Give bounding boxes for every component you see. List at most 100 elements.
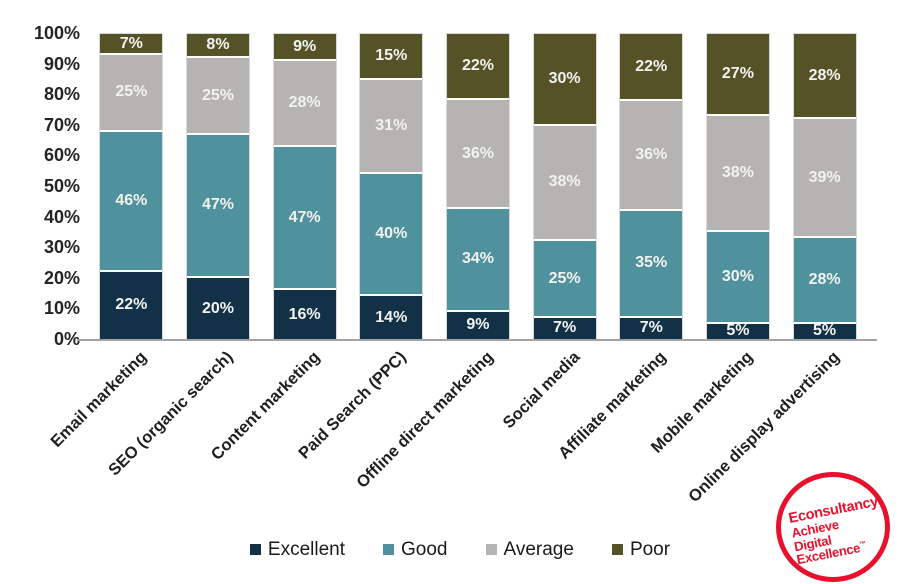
y-axis-tick-label: 100% (33, 23, 80, 43)
legend-label: Average (503, 539, 574, 560)
bar-segment-excellent: 22% (100, 271, 163, 339)
legend-swatch-excellent (249, 544, 261, 555)
y-axis-tick-label: 60% (43, 145, 80, 166)
segment-value-label: 36% (461, 144, 494, 162)
bar-segment-average: 38% (706, 116, 769, 233)
legend: Excellent Good Average Poor (0, 540, 900, 559)
bar-segment-good: 34% (446, 209, 509, 312)
segment-value-label: 28% (808, 271, 841, 289)
stacked-bar: 14% 40% 31% 15% (359, 33, 424, 339)
x-axis-label: Affiliate marketing (555, 348, 671, 463)
stacked-bar: 20% 47% 25% 8% (185, 33, 250, 339)
econsultancy-logo-text: Econsultancy Achieve Digital Excellence™ (787, 494, 888, 567)
bar-segment-good: 40% (360, 174, 423, 297)
bar-segment-poor: 22% (446, 34, 509, 101)
bar-segment-excellent: 9% (446, 311, 509, 339)
bar-segment-good: 35% (620, 210, 683, 318)
segment-value-label: 28% (288, 94, 321, 112)
bar-segment-poor: 28% (793, 34, 856, 120)
y-axis-tick-label: 90% (43, 53, 80, 74)
segment-value-label: 7% (119, 34, 143, 52)
segment-value-label: 40% (375, 225, 408, 243)
stacked-bar: 9% 34% 36% 22% (445, 33, 510, 339)
stacked-bar: 5% 28% 39% 28% (792, 33, 857, 340)
bar-segment-excellent: 5% (706, 322, 769, 340)
bar-segment-excellent: 14% (360, 296, 423, 339)
legend-label: Good (401, 539, 448, 560)
bar-segment-poor: 9% (273, 34, 336, 62)
bar-segment-good: 47% (273, 146, 336, 291)
bar-segment-poor: 27% (706, 34, 769, 117)
y-axis-tick-label: 80% (43, 84, 80, 105)
segment-value-label: 15% (375, 46, 408, 64)
stacked-bar: 22% 46% 25% 7% (99, 33, 164, 339)
bar-segment-good: 46% (100, 131, 163, 272)
bar-segment-excellent: 16% (273, 290, 336, 339)
y-axis-tick-label: 30% (43, 237, 80, 258)
segment-value-label: 34% (461, 250, 494, 268)
segment-value-label: 35% (635, 254, 668, 272)
bar-segment-excellent: 5% (793, 322, 856, 340)
segment-value-label: 5% (726, 322, 750, 340)
legend-swatch-average (485, 544, 497, 555)
plot-area: 22% 46% 25% 7% 20% 47% 25% 8% 16% 47% 28% 9% 14% 40% 3… (88, 33, 868, 339)
bar-segment-average: 25% (186, 58, 249, 135)
segment-value-label: 46% (115, 191, 148, 209)
segment-value-label: 30% (721, 268, 754, 285)
legend-item-poor: Poor (611, 539, 671, 560)
y-axis-tick-label: 70% (43, 114, 80, 135)
segment-value-label: 9% (466, 316, 490, 334)
segment-value-label: 9% (293, 37, 317, 55)
bar-segment-good: 28% (793, 238, 856, 324)
x-axis-label: SEO (organic search) (105, 348, 237, 480)
bar-segment-excellent: 7% (620, 317, 683, 339)
legend-label: Excellent (267, 539, 346, 560)
bar-segment-excellent: 7% (533, 317, 596, 339)
segment-value-label: 16% (288, 305, 321, 323)
segment-value-label: 25% (115, 83, 148, 101)
stacked-bar: 7% 35% 36% 22% (619, 33, 684, 339)
segment-value-label: 47% (201, 196, 234, 214)
x-axis-line (78, 339, 877, 341)
trademark-symbol: ™ (858, 540, 867, 549)
bar-segment-average: 36% (620, 101, 683, 211)
x-axis-label: Paid Search (PPC) (295, 348, 411, 463)
stacked-bar: 7% 25% 38% 30% (532, 33, 597, 339)
segment-value-label: 38% (721, 164, 754, 182)
y-axis-tick-label: 50% (43, 176, 80, 196)
x-axis-label: Content marketing (207, 348, 324, 464)
legend-label: Poor (629, 539, 671, 560)
segment-value-label: 38% (548, 173, 581, 191)
segment-value-label: 47% (288, 208, 321, 226)
bar-segment-average: 39% (793, 119, 856, 239)
legend-item-excellent: Excellent (249, 539, 346, 560)
segment-value-label: 8% (206, 36, 230, 54)
bar-segment-average: 36% (446, 100, 509, 210)
segment-value-label: 25% (548, 269, 581, 287)
segment-value-label: 36% (635, 146, 668, 163)
bar-segment-poor: 30% (533, 34, 596, 126)
y-axis-tick-label: 20% (43, 267, 80, 288)
legend-swatch-poor (611, 544, 623, 555)
segment-value-label: 30% (548, 69, 581, 87)
x-axis-label: Offline direct marketing (353, 348, 497, 492)
segment-value-label: 5% (813, 322, 837, 340)
legend-swatch-good (383, 544, 395, 555)
bar-segment-excellent: 20% (186, 278, 249, 339)
econsultancy-logo: Econsultancy Achieve Digital Excellence™ (776, 472, 890, 582)
stacked-bar: 5% 30% 38% 27% (705, 33, 770, 340)
stacked-bar: 16% 47% 28% 9% (272, 33, 337, 339)
bar-segment-average: 28% (273, 61, 336, 147)
legend-item-good: Good (383, 539, 448, 560)
bar-segment-average: 31% (360, 79, 423, 175)
segment-value-label: 22% (115, 296, 148, 314)
segment-value-label: 20% (201, 299, 234, 317)
segment-value-label: 14% (375, 308, 408, 326)
segment-value-label: 22% (461, 57, 494, 75)
y-axis-tick-label: 10% (43, 298, 80, 319)
segment-value-label: 39% (808, 168, 841, 186)
bars-container: 22% 46% 25% 7% 20% 47% 25% 8% 16% 47% 28% 9% 14% 40% 3… (88, 33, 868, 339)
legend-item-average: Average (485, 539, 574, 560)
bar-segment-good: 25% (533, 241, 596, 318)
